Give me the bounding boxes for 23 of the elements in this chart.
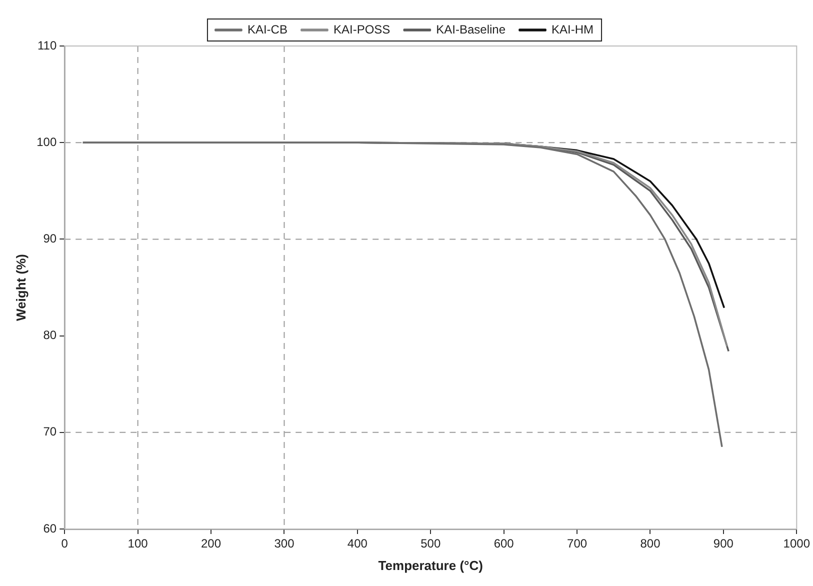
x-tick-label: 200 bbox=[201, 536, 222, 551]
legend-label: KAI-POSS bbox=[333, 22, 390, 36]
y-tick-label: 110 bbox=[37, 38, 57, 52]
x-tick-label: 1000 bbox=[783, 536, 810, 551]
legend-label: KAI-Baseline bbox=[436, 22, 506, 36]
x-tick-label: 800 bbox=[640, 536, 661, 551]
x-tick-label: 700 bbox=[567, 536, 588, 551]
x-tick-label: 900 bbox=[713, 536, 734, 551]
y-tick-label: 60 bbox=[43, 521, 57, 536]
x-tick-label: 0 bbox=[61, 536, 68, 551]
y-tick-label: 100 bbox=[36, 134, 57, 149]
legend-label: KAI-HM bbox=[552, 22, 594, 36]
y-tick-label: 80 bbox=[43, 328, 57, 342]
x-tick-label: 100 bbox=[128, 536, 148, 551]
y-tick-label: 90 bbox=[43, 232, 57, 246]
x-tick-label: 400 bbox=[347, 536, 368, 551]
x-tick-label: 500 bbox=[420, 536, 441, 551]
y-axis-title: Weight (%) bbox=[13, 254, 28, 321]
x-tick-label: 300 bbox=[274, 536, 295, 551]
y-tick-label: 70 bbox=[43, 424, 57, 439]
x-tick-label: 600 bbox=[494, 536, 514, 551]
legend-label: KAI-CB bbox=[247, 22, 288, 36]
x-axis-title: Temperature (°C) bbox=[378, 558, 483, 573]
